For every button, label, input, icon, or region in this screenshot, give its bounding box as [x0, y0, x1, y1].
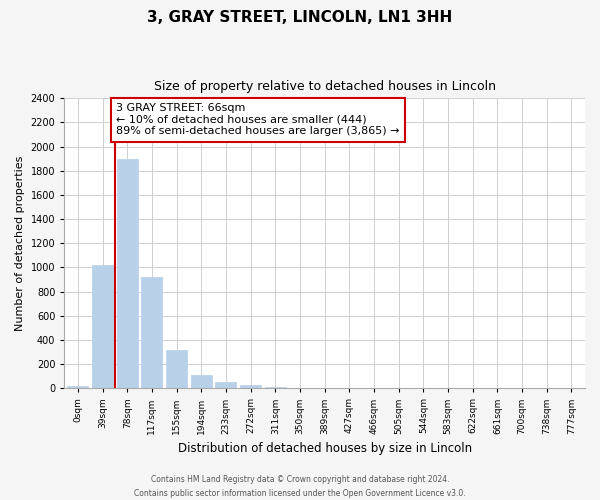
- Y-axis label: Number of detached properties: Number of detached properties: [15, 156, 25, 331]
- Bar: [117, 158, 138, 388]
- Text: 3, GRAY STREET, LINCOLN, LN1 3HH: 3, GRAY STREET, LINCOLN, LN1 3HH: [148, 10, 452, 25]
- Bar: [67, 386, 88, 388]
- Bar: [265, 387, 286, 388]
- Bar: [142, 277, 163, 388]
- X-axis label: Distribution of detached houses by size in Lincoln: Distribution of detached houses by size …: [178, 442, 472, 455]
- Title: Size of property relative to detached houses in Lincoln: Size of property relative to detached ho…: [154, 80, 496, 93]
- Bar: [92, 265, 113, 388]
- Bar: [215, 382, 236, 388]
- Text: 3 GRAY STREET: 66sqm
← 10% of detached houses are smaller (444)
89% of semi-deta: 3 GRAY STREET: 66sqm ← 10% of detached h…: [116, 103, 400, 136]
- Bar: [191, 375, 212, 388]
- Bar: [240, 385, 261, 388]
- Text: Contains HM Land Registry data © Crown copyright and database right 2024.
Contai: Contains HM Land Registry data © Crown c…: [134, 476, 466, 498]
- Bar: [166, 350, 187, 389]
